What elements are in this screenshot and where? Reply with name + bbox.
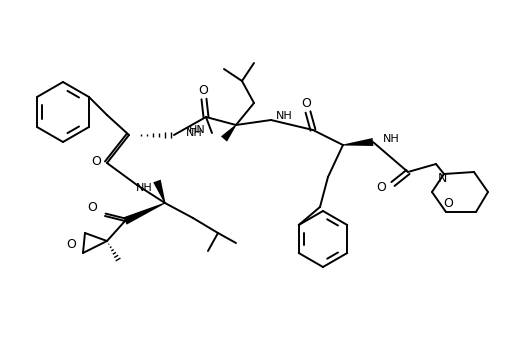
Text: NH: NH [382, 134, 399, 144]
Polygon shape [123, 203, 165, 225]
Polygon shape [221, 125, 236, 142]
Polygon shape [342, 138, 373, 146]
Text: O: O [197, 84, 208, 97]
Text: O: O [375, 181, 385, 195]
Text: O: O [87, 202, 97, 215]
Text: HN: HN [189, 125, 206, 135]
Text: NH: NH [275, 111, 292, 121]
Text: N: N [436, 173, 446, 185]
Polygon shape [153, 180, 165, 203]
Text: O: O [300, 97, 310, 110]
Text: O: O [91, 156, 100, 168]
Text: O: O [442, 197, 452, 210]
Text: NH: NH [186, 128, 203, 138]
Text: O: O [66, 239, 76, 251]
Text: NH: NH [135, 183, 152, 193]
